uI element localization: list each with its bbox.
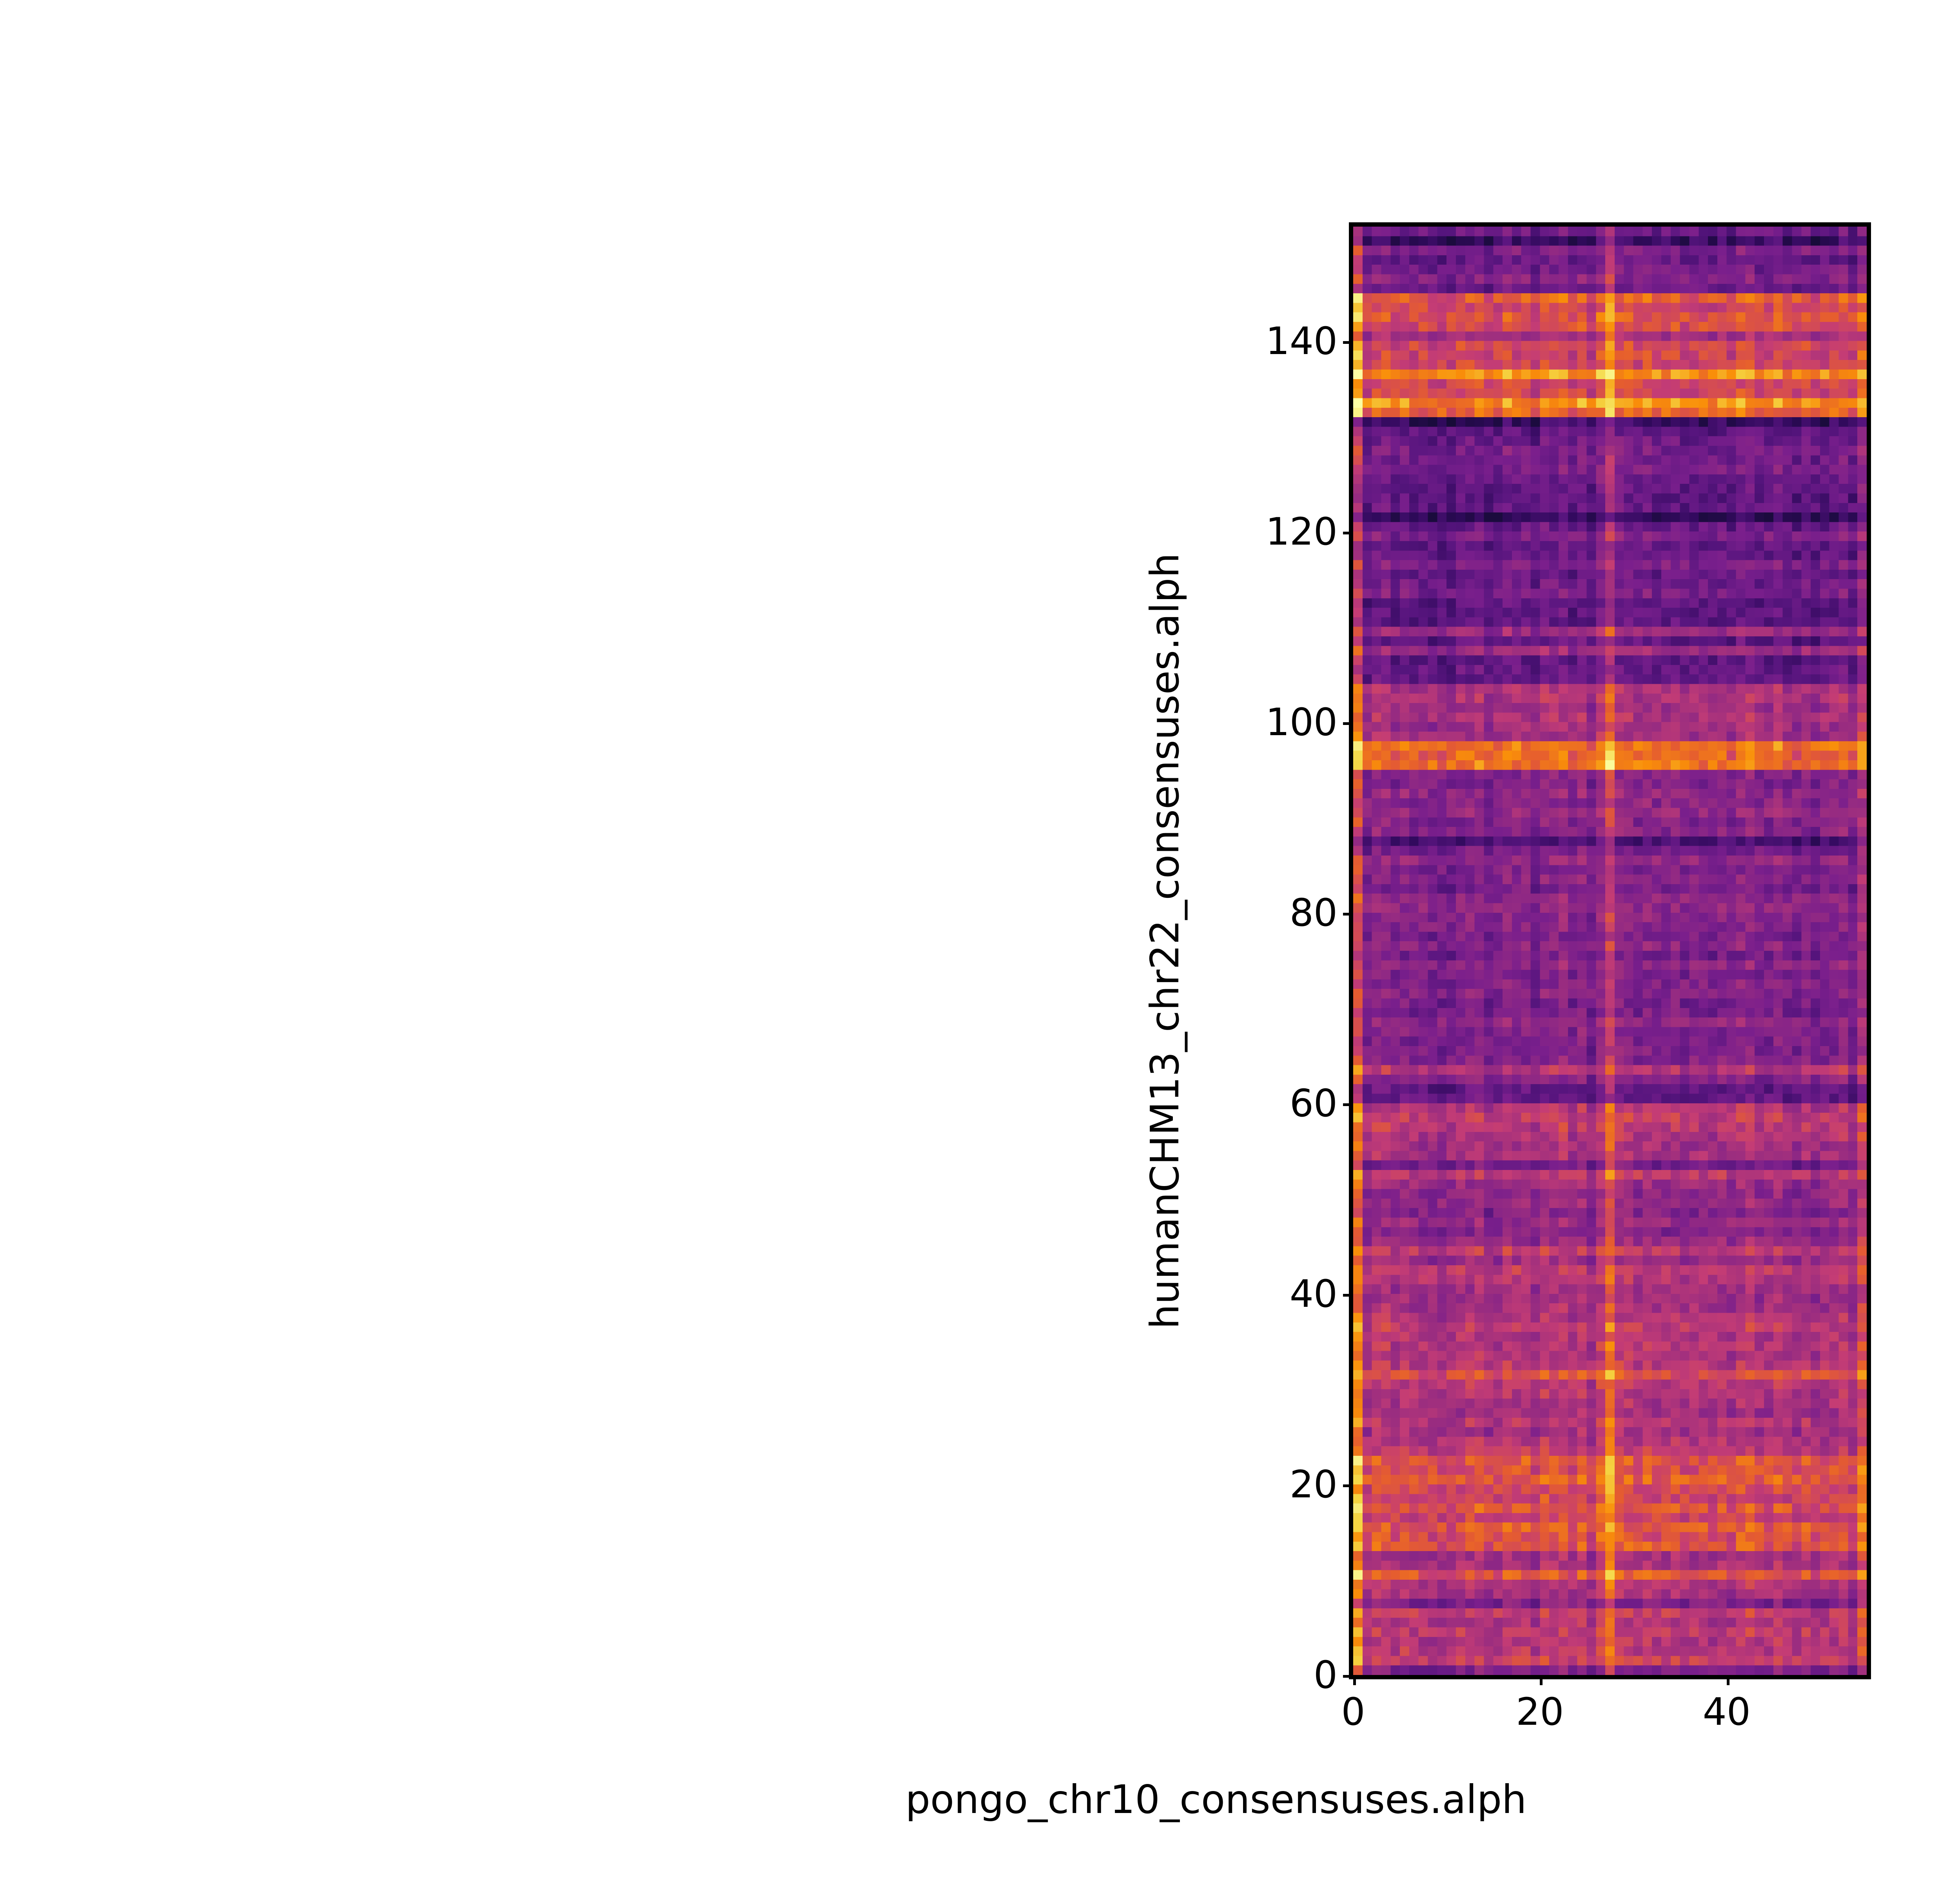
y-tick-mark [1343, 722, 1353, 725]
heatmap-axes: 0 20 40 60 80 100 120 140 0 20 40 [1266, 222, 1871, 1731]
y-tick-label: 140 [1265, 319, 1338, 363]
y-tick-mark [1343, 912, 1353, 916]
y-tick-label: 20 [1289, 1462, 1338, 1506]
x-tick-label: 0 [1341, 1690, 1365, 1734]
x-axis-title: pongo_chr10_consensuses.alph [0, 1780, 1867, 1819]
heatmap-image [1353, 227, 1867, 1675]
x-tick-label: 40 [1702, 1690, 1751, 1734]
y-tick-mark [1343, 1103, 1353, 1106]
y-tick-label: 120 [1265, 509, 1338, 554]
x-tick-mark [1726, 1675, 1730, 1685]
y-tick-label: 0 [1313, 1653, 1338, 1697]
y-tick-label: 60 [1289, 1081, 1338, 1125]
y-tick-mark [1343, 1293, 1353, 1297]
x-tick-mark [1353, 1675, 1356, 1685]
y-axis-title-text: humanCHM13_chr22_consensuses.alph [1142, 553, 1188, 1329]
x-tick-label: 20 [1516, 1690, 1564, 1734]
y-tick-label: 40 [1289, 1272, 1338, 1316]
y-axis-title: humanCHM13_chr22_consensuses.alph [1126, 0, 1204, 1882]
y-tick-mark [1343, 341, 1353, 344]
x-tick-mark [1540, 1675, 1543, 1685]
y-tick-label: 80 [1289, 890, 1338, 935]
y-tick-mark [1343, 1484, 1353, 1487]
y-tick-mark [1343, 531, 1353, 534]
y-tick-mark [1343, 1675, 1353, 1678]
x-axis-title-text: pongo_chr10_consensuses.alph [905, 1777, 1527, 1822]
y-tick-label: 100 [1265, 700, 1338, 744]
